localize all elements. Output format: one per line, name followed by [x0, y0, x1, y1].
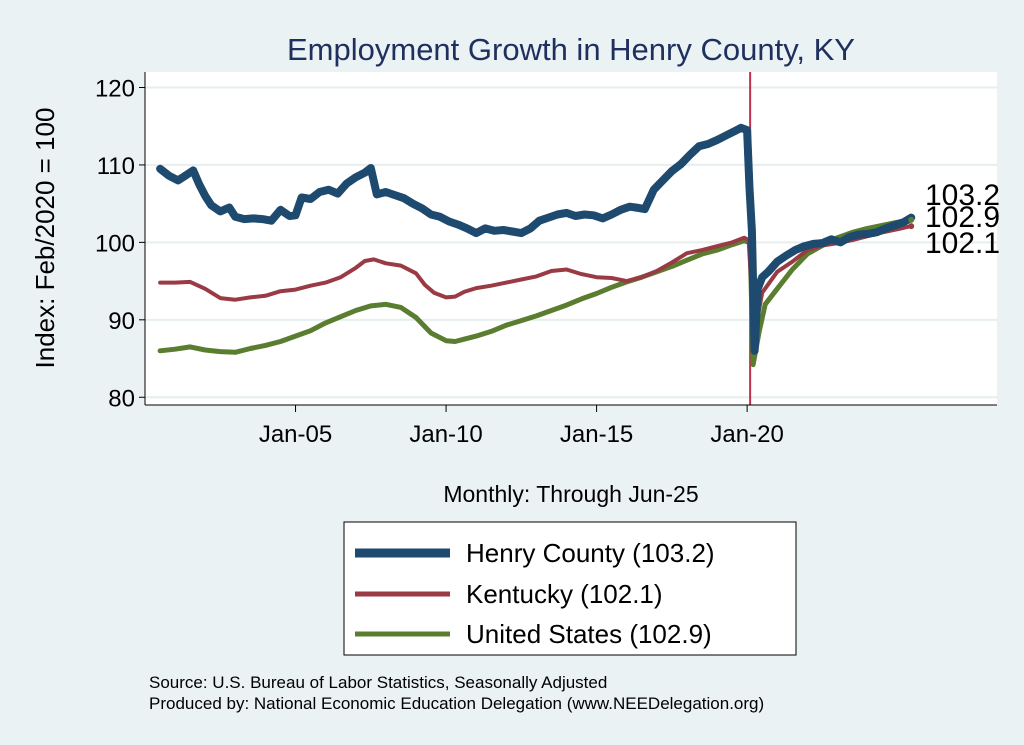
- end-value-label: 103.2: [925, 179, 1000, 212]
- source-line: Source: U.S. Bureau of Labor Statistics,…: [149, 673, 607, 692]
- y-axis-label: Index: Feb/2020 = 100: [30, 108, 60, 369]
- series-end-marker-kentucky: [908, 223, 915, 230]
- plot-area: [145, 72, 997, 405]
- y-tick-label: 110: [97, 153, 135, 180]
- y-tick-label: 120: [95, 75, 135, 102]
- gridlines: [145, 86, 997, 399]
- series-group: [156, 123, 916, 368]
- producer-line: Produced by: National Economic Education…: [149, 694, 764, 713]
- y-tick-label: 90: [108, 308, 135, 335]
- end-value-label: 102.9: [925, 201, 1000, 234]
- x-tick-label: Jan-05: [259, 421, 332, 448]
- legend-label: Henry County (103.2): [466, 538, 715, 568]
- x-tick-label: Jan-10: [409, 421, 482, 448]
- series-line-henry-county: [156, 123, 916, 355]
- end-value-label: 102.1: [925, 227, 1000, 260]
- x-ticks: Jan-05 Jan-10 Jan-15 Jan-20: [259, 405, 784, 448]
- x-tick-label: Jan-15: [560, 421, 633, 448]
- legend-label: Kentucky (102.1): [466, 579, 663, 609]
- legend: Henry County (103.2) Kentucky (102.1) Unit…: [355, 538, 715, 649]
- chart-title: Employment Growth in Henry County, KY: [287, 32, 855, 67]
- y-tick-label: 100: [95, 230, 135, 257]
- x-axis-label: Monthly: Through Jun-25: [443, 481, 698, 507]
- y-ticks: 80 90 100 110 120: [95, 75, 145, 412]
- legend-label: United States (102.9): [466, 619, 712, 649]
- series-end-marker-united-states: [908, 216, 915, 223]
- y-tick-label: 80: [108, 385, 135, 412]
- series-line-united-states: [157, 217, 914, 368]
- x-tick-label: Jan-20: [710, 421, 783, 448]
- series-line-kentucky: [158, 224, 914, 328]
